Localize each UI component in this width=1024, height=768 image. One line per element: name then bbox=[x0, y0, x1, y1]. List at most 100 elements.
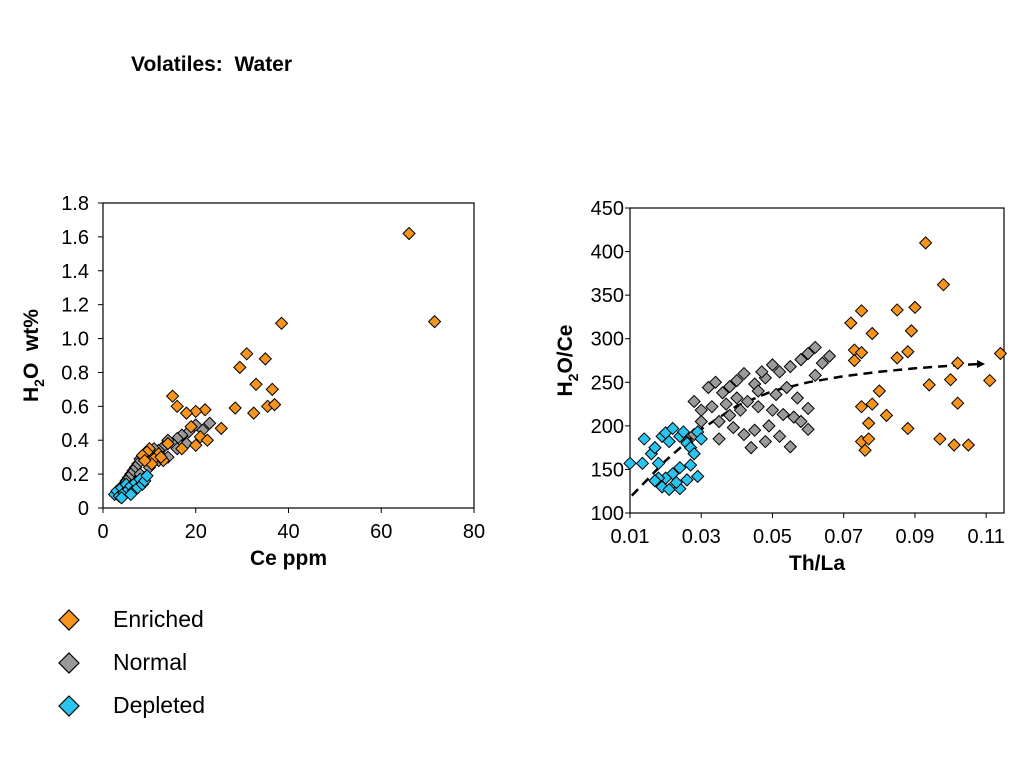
data-point-normal bbox=[705, 399, 719, 414]
x-tick-label: 0.03 bbox=[682, 526, 721, 548]
data-point-normal bbox=[730, 391, 744, 405]
data-point-depleted bbox=[648, 474, 662, 488]
data-point-enriched bbox=[904, 324, 919, 338]
data-point-enriched bbox=[228, 401, 242, 415]
data-point-depleted bbox=[114, 491, 129, 505]
data-point-enriched bbox=[993, 346, 1008, 361]
data-point-enriched bbox=[890, 303, 904, 317]
y-axis-label: H2O wt% bbox=[20, 309, 47, 402]
data-point-depleted bbox=[690, 469, 705, 484]
data-point-normal bbox=[808, 368, 822, 383]
data-point-normal bbox=[790, 391, 805, 405]
data-point-normal bbox=[815, 356, 830, 370]
y-tick-label: 1.0 bbox=[61, 329, 89, 351]
data-point-depleted bbox=[635, 456, 650, 471]
data-point-enriched bbox=[189, 438, 203, 453]
y-tick-label: 150 bbox=[591, 459, 624, 481]
data-point-enriched bbox=[901, 421, 915, 436]
x-tick-label: 0.01 bbox=[611, 526, 650, 548]
x-tick-label: 0.11 bbox=[967, 526, 1004, 548]
data-point-normal bbox=[737, 366, 751, 381]
data-point-depleted bbox=[683, 458, 698, 472]
legend-label: Normal bbox=[113, 649, 188, 675]
legend-item-normal: Normal bbox=[58, 647, 278, 677]
data-point-enriched bbox=[861, 432, 876, 446]
data-point-normal bbox=[719, 397, 733, 411]
data-point-enriched bbox=[890, 351, 904, 365]
y-tick-label: 0 bbox=[78, 498, 89, 520]
data-point-enriched bbox=[950, 396, 965, 410]
data-point-enriched bbox=[861, 416, 876, 430]
diamond-marker-icon bbox=[58, 609, 80, 631]
data-point-normal bbox=[747, 423, 762, 437]
data-point-enriched bbox=[175, 441, 189, 456]
data-point-depleted bbox=[637, 432, 651, 446]
data-point-enriched bbox=[247, 406, 261, 420]
data-point-normal bbox=[726, 420, 741, 435]
data-point-enriched bbox=[154, 450, 168, 464]
legend-item-enriched: Enriched bbox=[58, 604, 278, 634]
y-tick-label: 0.8 bbox=[61, 362, 89, 384]
data-point-depleted bbox=[662, 482, 676, 497]
x-tick-label: 0.07 bbox=[824, 526, 863, 548]
data-point-normal bbox=[744, 440, 758, 455]
plot-frame bbox=[629, 207, 1005, 514]
y-tick-label: 1.8 bbox=[61, 193, 89, 215]
data-point-enriched bbox=[847, 353, 862, 368]
y-tick-label: 400 bbox=[591, 242, 624, 264]
data-point-depleted bbox=[623, 456, 637, 471]
data-point-normal bbox=[772, 429, 787, 444]
data-point-normal bbox=[794, 352, 808, 367]
y-tick-label: 1.4 bbox=[61, 261, 89, 283]
x-tick-label: 0 bbox=[97, 521, 108, 543]
data-point-enriched bbox=[933, 432, 947, 446]
data-point-enriched bbox=[170, 399, 184, 414]
data-point-normal bbox=[822, 349, 837, 363]
y-tick-label: 0.4 bbox=[61, 430, 89, 452]
data-point-enriched bbox=[179, 406, 194, 420]
data-point-enriched bbox=[233, 360, 247, 375]
data-point-enriched bbox=[943, 372, 958, 387]
data-point-normal bbox=[801, 422, 815, 437]
data-point-enriched bbox=[198, 403, 212, 417]
diamond-marker-icon bbox=[58, 652, 80, 674]
data-point-enriched bbox=[200, 433, 215, 447]
data-point-normal bbox=[740, 394, 755, 409]
data-point-depleted bbox=[676, 425, 691, 439]
diamond-marker-icon bbox=[58, 695, 80, 717]
data-point-normal bbox=[762, 419, 776, 433]
data-point-normal bbox=[751, 384, 765, 398]
data-point-normal bbox=[701, 380, 716, 395]
data-point-depleted bbox=[666, 421, 680, 436]
data-point-enriched bbox=[427, 314, 442, 329]
data-point-enriched bbox=[161, 436, 175, 451]
y-tick-label: 250 bbox=[591, 372, 624, 394]
data-point-enriched bbox=[872, 384, 887, 398]
data-point-normal bbox=[730, 373, 744, 388]
data-point-normal bbox=[801, 401, 815, 416]
data-point-depleted bbox=[673, 460, 687, 475]
data-point-normal bbox=[758, 434, 773, 449]
data-point-depleted bbox=[651, 456, 666, 471]
data-point-enriched bbox=[908, 300, 922, 315]
data-point-enriched bbox=[854, 345, 869, 360]
data-point-normal bbox=[202, 416, 217, 430]
data-point-enriched bbox=[844, 316, 858, 330]
data-point-normal bbox=[765, 403, 780, 417]
data-point-enriched bbox=[936, 277, 951, 292]
data-point-enriched bbox=[214, 421, 228, 436]
data-point-enriched bbox=[189, 404, 203, 419]
data-point-normal bbox=[769, 387, 783, 402]
data-point-normal bbox=[772, 365, 787, 379]
y-tick-label: 1.6 bbox=[61, 227, 89, 249]
data-point-normal bbox=[765, 358, 780, 372]
data-point-normal bbox=[780, 380, 794, 395]
data-point-enriched bbox=[854, 304, 869, 318]
x-tick-label: 60 bbox=[370, 521, 392, 543]
page-title: Volatiles: Water bbox=[131, 53, 293, 76]
data-point-normal bbox=[783, 440, 797, 454]
y-tick-label: 100 bbox=[591, 503, 624, 525]
data-point-enriched bbox=[274, 316, 289, 331]
data-point-normal bbox=[737, 427, 751, 442]
